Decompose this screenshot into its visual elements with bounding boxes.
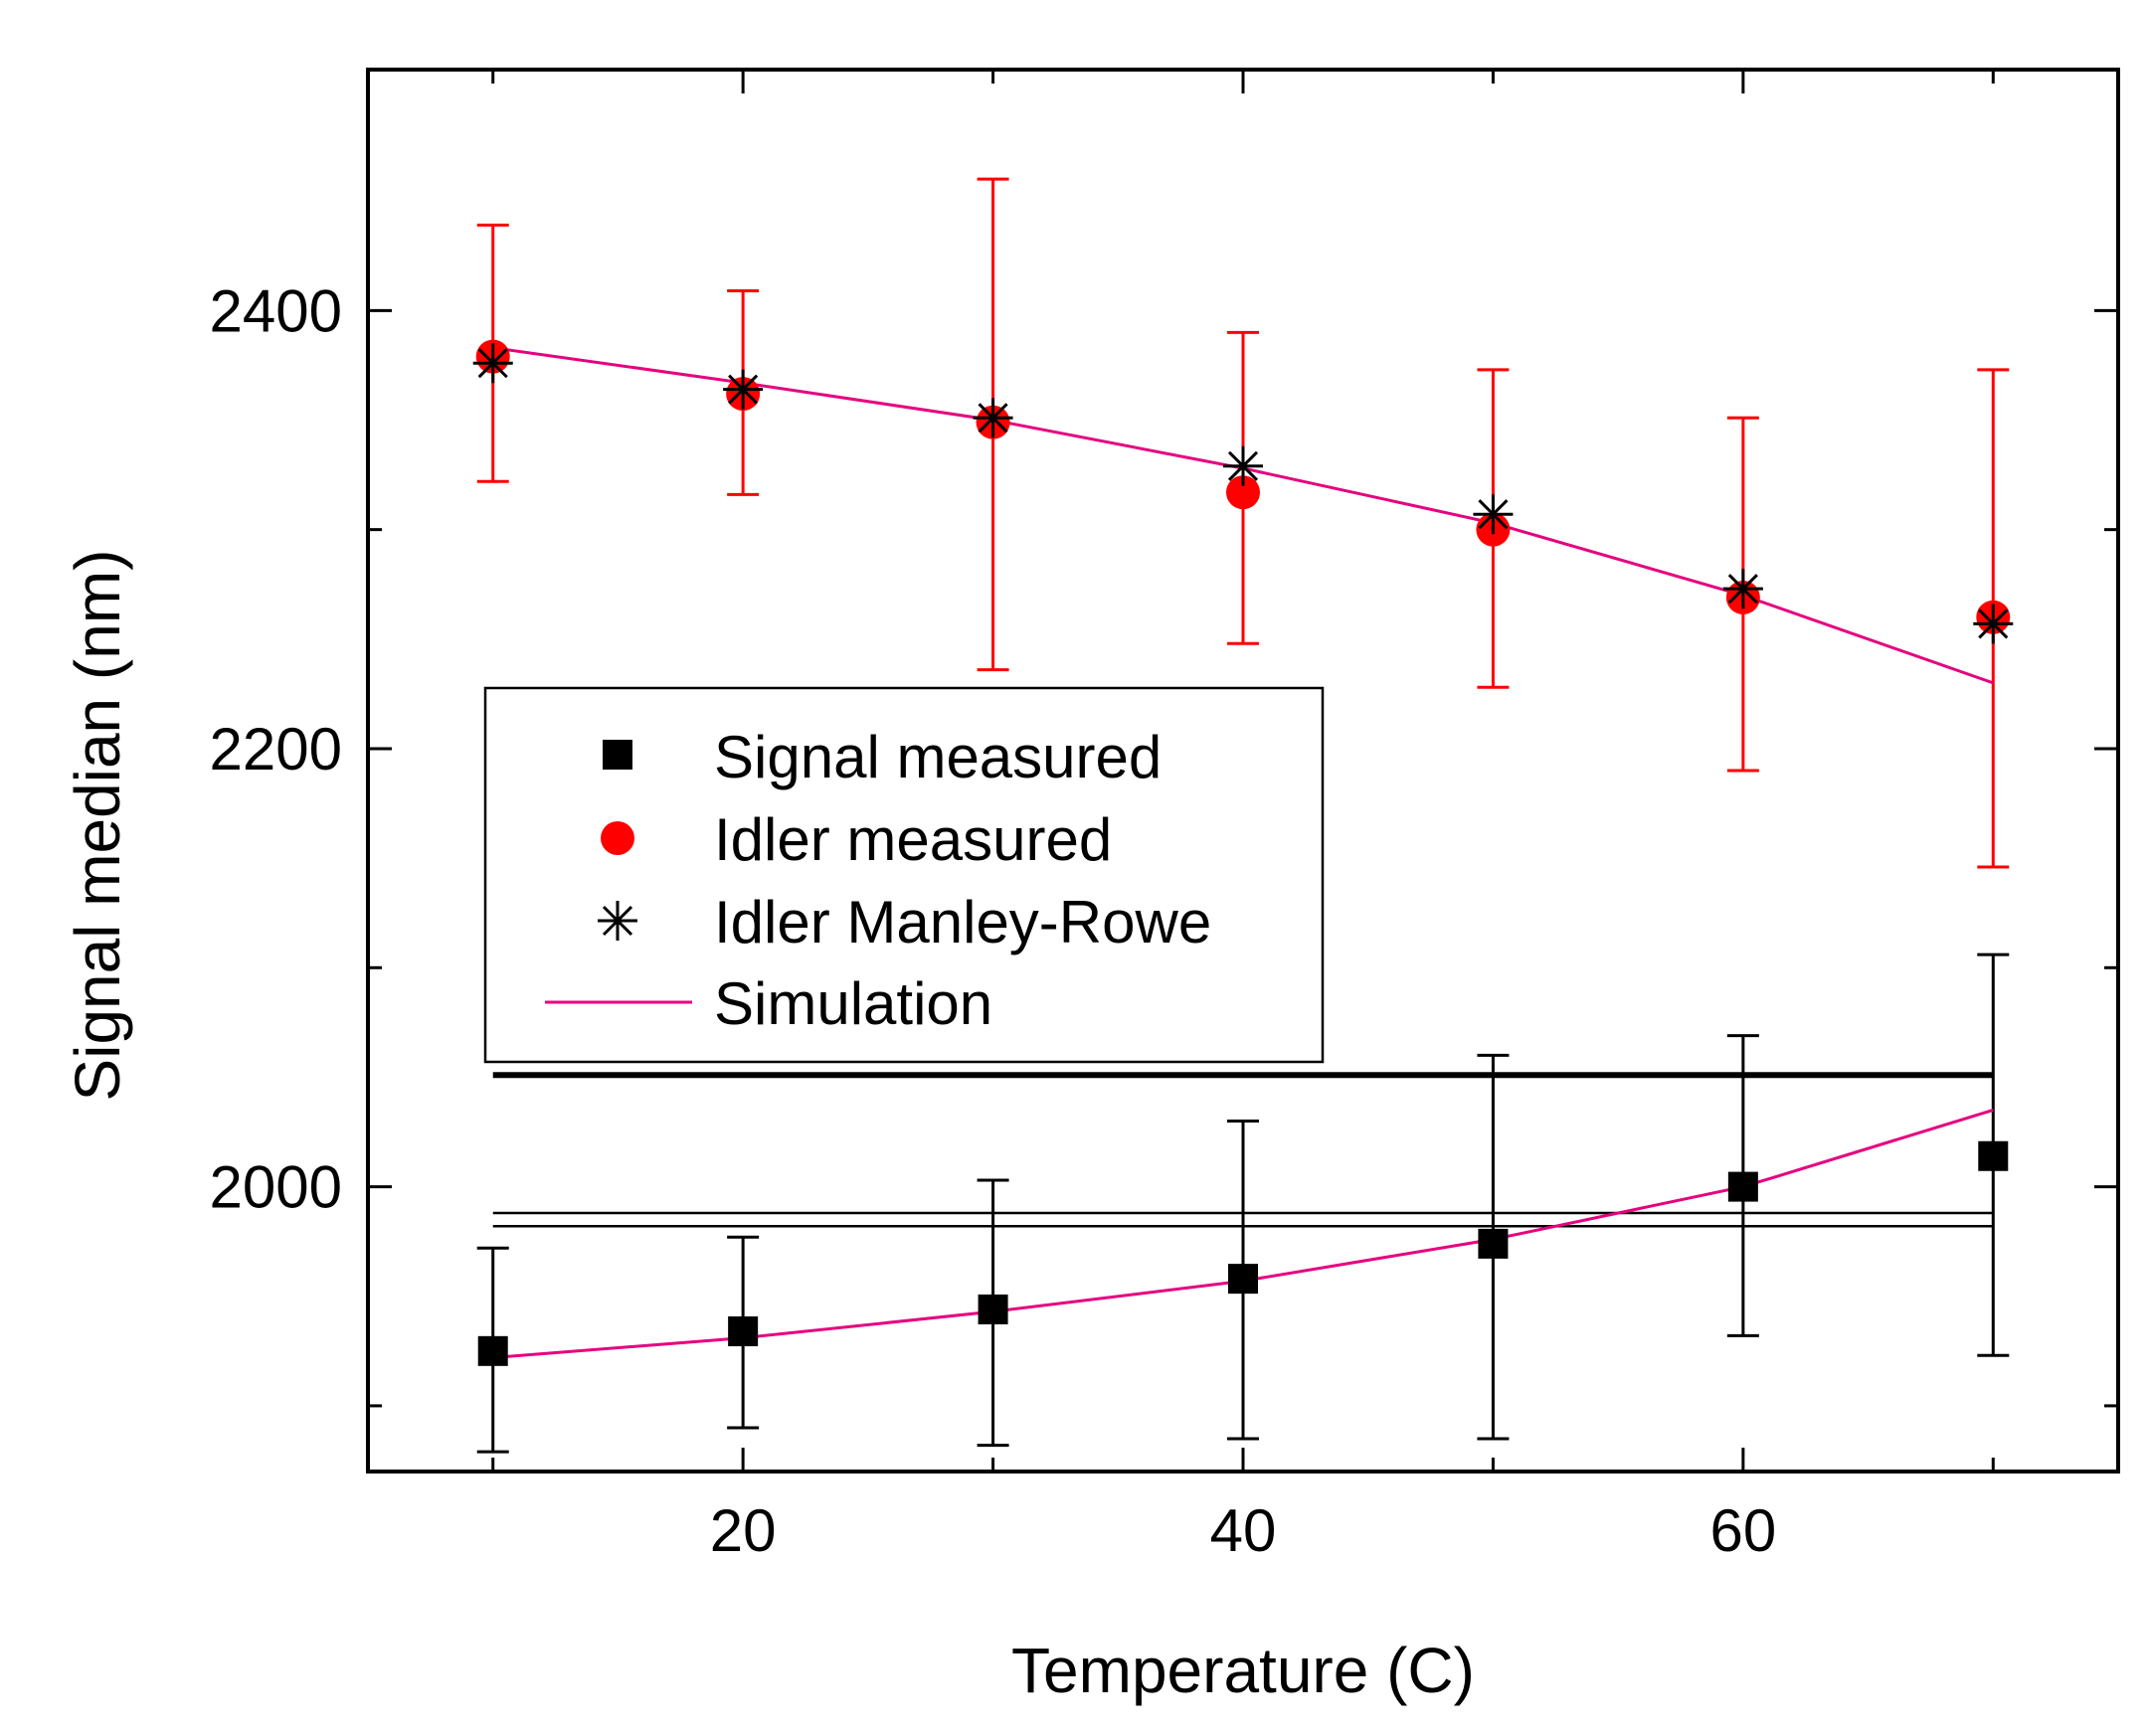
signal-point: [1228, 1264, 1258, 1295]
x-tick-label: 20: [710, 1497, 777, 1564]
plot-content: [472, 177, 2014, 1454]
signal-point: [978, 1294, 1008, 1324]
manley-rowe-stroke: [1727, 574, 1758, 605]
legend-manley-rowe-marker: [598, 901, 637, 941]
x-tick-label: 40: [1210, 1497, 1277, 1564]
signal-point: [1727, 1171, 1758, 1202]
manley-rowe-point: [973, 398, 1013, 438]
legend-label-manley-rowe: Idler Manley-Rowe: [714, 889, 1211, 955]
idler-point: [1226, 475, 1260, 510]
legend-label-signal: Signal measured: [714, 724, 1162, 790]
manley-rowe-stroke: [728, 374, 759, 405]
manley-rowe-point: [1722, 569, 1763, 609]
manley-rowe-stroke: [1227, 450, 1259, 481]
manley-rowe-stroke: [1478, 499, 1509, 530]
y-tick-label: 2400: [210, 277, 342, 344]
legend-signal-marker: [603, 740, 632, 770]
y-tick-label: 2000: [210, 1154, 342, 1221]
signal-point: [477, 1335, 508, 1366]
x-axis-title: Temperature (C): [1011, 1635, 1475, 1706]
manley-rowe-point: [1223, 445, 1263, 486]
y-axis-title: Signal median (nm): [62, 550, 133, 1102]
manley-rowe-point: [472, 343, 513, 384]
manley-rowe-stroke: [477, 348, 508, 379]
legend-idler-marker: [601, 821, 634, 855]
legend: Signal measured Idler measured Idler Man…: [483, 686, 1325, 1064]
y-tick-label: 2200: [210, 716, 342, 782]
manley-rowe-stroke: [1978, 608, 2009, 639]
x-tick-label: 60: [1709, 1497, 1776, 1564]
legend-label-idler: Idler measured: [714, 806, 1112, 873]
manley-rowe-point: [723, 369, 764, 410]
signal-point: [728, 1316, 759, 1346]
signal-point: [1978, 1140, 2009, 1171]
signal-point: [1478, 1228, 1509, 1259]
manley-rowe-point: [1473, 494, 1514, 535]
manley-rowe-stroke: [978, 403, 1008, 434]
legend-label-simulation: Simulation: [714, 970, 992, 1037]
manley-rowe-point: [1973, 604, 2014, 644]
axes: 20 40 60 2000 2200 2400: [210, 70, 2118, 1564]
